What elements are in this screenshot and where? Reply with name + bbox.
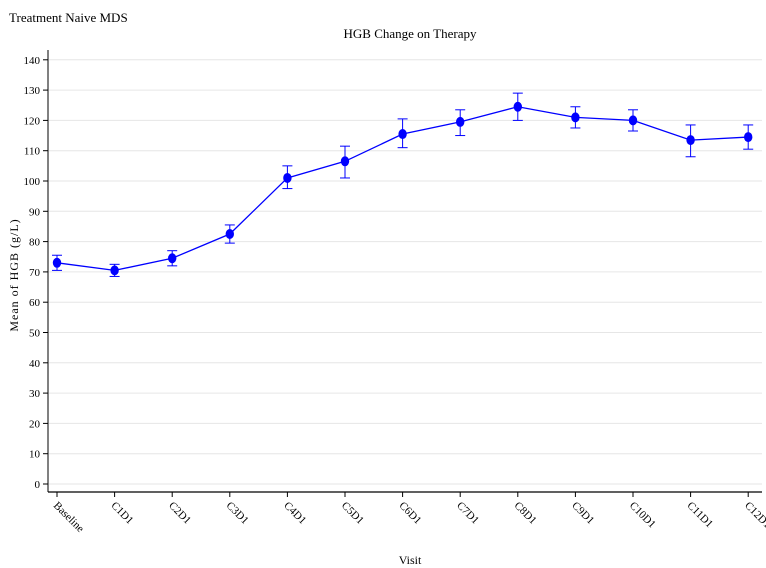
data-point <box>283 173 291 183</box>
x-tick-label: C7D1 <box>454 500 481 527</box>
grid-lines <box>49 60 762 484</box>
x-tick-label: C12D1 <box>742 500 766 531</box>
data-point <box>514 102 522 112</box>
y-tick-label: 60 <box>29 297 41 309</box>
chart-title: HGB Change on Therapy <box>344 26 477 41</box>
data-point <box>110 265 118 275</box>
x-tick-label: C11D1 <box>684 500 715 531</box>
x-tick-label: C2D1 <box>166 500 193 527</box>
data-point <box>456 117 464 127</box>
y-tick-label: 40 <box>29 358 41 370</box>
y-tick-label: 90 <box>29 206 41 218</box>
y-tick-label: 140 <box>24 55 41 67</box>
y-tick-label: 20 <box>29 418 41 430</box>
x-axis-title: Visit <box>399 553 422 567</box>
y-tick-label: 130 <box>24 85 41 97</box>
x-tick-label: C8D1 <box>512 500 539 527</box>
axes <box>43 50 762 497</box>
x-tick-labels: Baseline C1D1 C2D1 C3D1 C4D1 C5D1 C6D1 C7D1 C8D1… <box>51 500 766 535</box>
x-tick-label: Baseline <box>51 500 86 535</box>
x-tick-label: C9D1 <box>569 500 596 527</box>
y-tick-label: 70 <box>29 267 41 279</box>
x-tick-label: C1D1 <box>108 500 135 527</box>
x-tick-label: C5D1 <box>339 500 366 527</box>
y-tick-label: 30 <box>29 388 41 400</box>
y-axis-title: Mean of HGB (g/L) <box>7 218 21 331</box>
x-tick-label: C4D1 <box>281 500 308 527</box>
y-tick-label: 0 <box>35 479 41 491</box>
data-point <box>398 129 406 139</box>
y-tick-label: 10 <box>29 449 41 461</box>
y-tick-label: 80 <box>29 237 41 249</box>
y-tick-labels: 0 10 20 30 40 50 60 70 80 90 100 110 120 130 140 <box>24 55 41 491</box>
x-tick-label: C6D1 <box>396 500 423 527</box>
x-tick-label: C10D1 <box>627 500 658 531</box>
y-tick-label: 110 <box>24 146 41 158</box>
x-tick-label: C3D1 <box>224 500 251 527</box>
y-tick-label: 100 <box>24 176 41 188</box>
data-point <box>226 229 234 239</box>
data-point <box>341 156 349 166</box>
data-point <box>168 253 176 263</box>
data-point <box>744 132 752 142</box>
y-tick-label: 120 <box>24 115 41 127</box>
data-point <box>571 112 579 122</box>
data-point <box>629 115 637 125</box>
y-tick-label: 50 <box>29 328 41 340</box>
data-point <box>53 258 61 268</box>
data-point <box>686 135 694 145</box>
